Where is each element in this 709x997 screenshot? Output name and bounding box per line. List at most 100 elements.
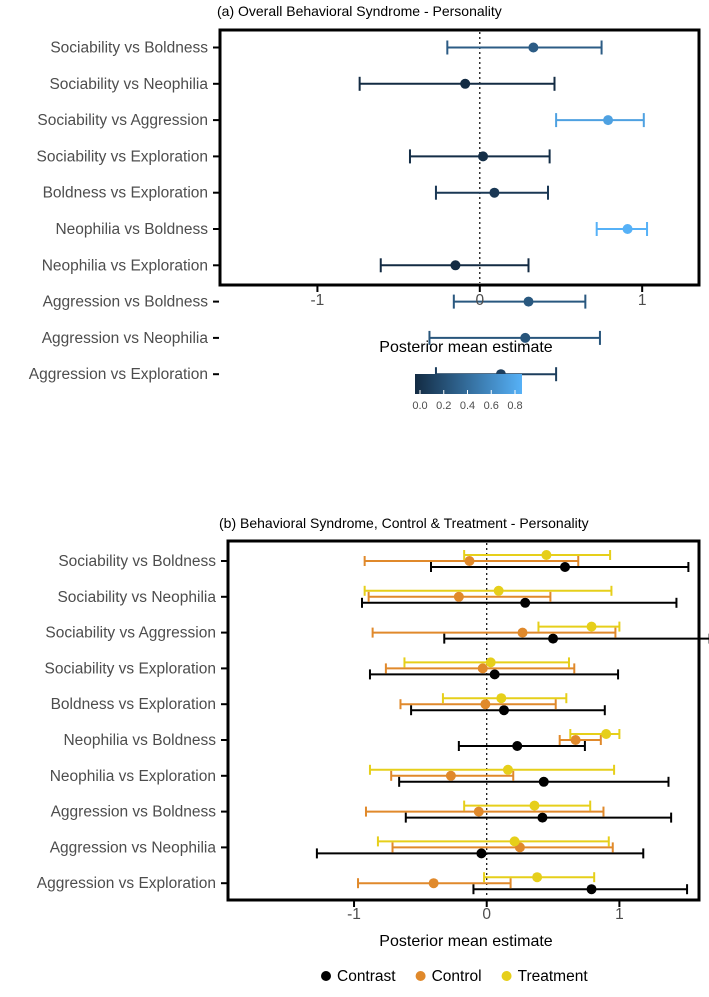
panel-b-point (541, 550, 552, 560)
panel-b-treatment-sociability-vs-neophilia (363, 585, 613, 596)
panel-a-point (478, 151, 489, 162)
panel-b-contrast-neophilia-vs-boldness (457, 741, 586, 751)
panel-b-point (509, 836, 520, 847)
panel-b-treatment-sociability-vs-aggression (537, 621, 621, 632)
panel-a-point (450, 260, 461, 271)
panel-b-y-tick-label-sociability-vs-exploration: Sociability vs Exploration (45, 660, 216, 677)
panel-b-treatment-boldness-vs-exploration (441, 693, 568, 704)
panel-a-point (520, 332, 531, 343)
panel-b-control-sociability-vs-neophilia (367, 591, 552, 602)
panel-b-point (493, 585, 504, 596)
panel-b-treatment-sociability-vs-exploration (403, 657, 570, 668)
panel-b-y-tick-label-sociability-vs-neophilia: Sociability vs Neophilia (57, 589, 216, 606)
colorbar-tick-label: 0.0 (412, 400, 427, 412)
panel-b-contrast-aggression-vs-exploration (472, 884, 689, 895)
panel-a-estimate-boldness-vs-exploration (434, 185, 549, 200)
colorbar-gradient (415, 374, 522, 394)
panel-b-point (480, 699, 491, 710)
panel-b-control-boldness-vs-exploration (399, 699, 557, 710)
panel-a-y-tick-label-aggression-vs-boldness: Aggression vs Boldness (43, 294, 209, 311)
panel-a-y-tick-label-sociability-vs-neophilia: Sociability vs Neophilia (49, 76, 208, 93)
panel-b-point (428, 878, 439, 889)
panel-a-y-tick-label-aggression-vs-exploration: Aggression vs Exploration (29, 366, 208, 383)
panel-b: (b) Behavioral Syndrome, Control & Treat… (37, 515, 709, 950)
panel-b-point (538, 776, 549, 787)
panel-b-control-aggression-vs-exploration (357, 878, 512, 889)
panel-b-y-tick-label-aggression-vs-neophilia: Aggression vs Neophilia (50, 839, 217, 856)
panel-a-x-tick-label: -1 (311, 292, 325, 309)
panel-a-point (489, 187, 500, 198)
panel-b-treatment-neophilia-vs-boldness (569, 729, 621, 739)
panel-b-point (517, 627, 528, 638)
panel-b-contrast-aggression-vs-neophilia (315, 848, 645, 859)
legend-label: Contrast (337, 968, 396, 985)
panel-b-control-sociability-vs-aggression (371, 627, 617, 638)
panel-a-y-tick-label-aggression-vs-neophilia: Aggression vs Neophilia (42, 330, 209, 347)
panel-b-point (485, 657, 496, 668)
panel-a-y-tick-label-sociability-vs-aggression: Sociability vs Aggression (37, 112, 208, 129)
legend-swatch (415, 971, 426, 981)
panel-b-treatment-sociability-vs-boldness (463, 550, 612, 560)
colorbar-tick-label: 0.8 (507, 400, 522, 412)
panel-a-estimate-aggression-vs-neophilia (428, 330, 601, 345)
panel-a-x-tick-label: 1 (638, 292, 647, 309)
panel-b-control-neophilia-vs-exploration (390, 770, 515, 781)
colorbar-tick-label: 0.4 (460, 400, 475, 412)
panel-a-point (622, 224, 633, 234)
colorbar-tick-label: 0.6 (484, 400, 499, 412)
colorbar: 0.0 0.2 0.4 0.6 0.8 (412, 374, 523, 412)
panel-a-x-tick-label: 0 (475, 292, 484, 309)
panel-b-point (532, 872, 543, 883)
panel-b-title: (b) Behavioral Syndrome, Control & Treat… (219, 515, 589, 531)
panel-b-series-control (357, 556, 617, 889)
panel-b-contrast-sociability-vs-neophilia (361, 597, 678, 608)
panel-b-point (512, 741, 523, 751)
panel-b-treatment-aggression-vs-boldness (463, 800, 592, 811)
panel-b-contrast-sociability-vs-exploration (368, 669, 620, 680)
panel-b-point (529, 800, 540, 811)
panel-a-title: (a) Overall Behavioral Syndrome - Person… (217, 3, 502, 19)
panel-b-point (520, 597, 531, 608)
panel-b-y-tick-label-aggression-vs-exploration: Aggression vs Exploration (37, 875, 216, 892)
panel-a-y-tick-label-boldness-vs-exploration: Boldness vs Exploration (43, 185, 208, 202)
panel-a-estimate-aggression-vs-boldness (452, 294, 587, 309)
panel-a-estimate-sociability-vs-boldness (446, 40, 603, 55)
panel-b-point (476, 848, 487, 859)
panel-a-estimate-sociability-vs-exploration (408, 149, 551, 164)
panel-a-point (460, 78, 471, 89)
legend-item-contrast: Contrast (321, 968, 396, 985)
panel-a-point (523, 296, 534, 307)
legend-swatch (501, 971, 512, 981)
panel-b-y-tick-label-sociability-vs-boldness: Sociability vs Boldness (58, 553, 216, 570)
panel-b-point (496, 693, 507, 704)
panel-b-x-axis-title: Posterior mean estimate (379, 933, 553, 950)
panel-b-point (453, 591, 464, 602)
legend-item-control: Control (415, 968, 482, 985)
panel-b-contrast-sociability-vs-boldness (429, 562, 690, 572)
panel-a-estimate-neophilia-vs-boldness (595, 222, 649, 236)
panel-b-point (586, 621, 597, 632)
panel-b-plot-area (226, 539, 701, 902)
legend: Contrast Control Treatment (321, 968, 588, 985)
panel-a-estimate-sociability-vs-neophilia (358, 76, 556, 91)
panel-b-point (464, 556, 475, 566)
panel-b-x-tick-label: 1 (615, 906, 624, 923)
panel-b-control-sociability-vs-exploration (384, 663, 576, 674)
panel-b-point (570, 735, 581, 745)
panel-b-point (477, 663, 488, 674)
panel-a-y-tick-label-sociability-vs-boldness: Sociability vs Boldness (50, 40, 208, 57)
panel-b-point (601, 729, 612, 739)
panel-b-y-tick-label-boldness-vs-exploration: Boldness vs Exploration (51, 696, 216, 713)
panel-b-contrast-boldness-vs-exploration (410, 705, 606, 716)
panel-b-x-tick-label: 0 (482, 906, 491, 923)
panel-b-series-contrast (315, 562, 709, 895)
panel-b-point (473, 806, 484, 817)
panel-a-point (603, 115, 614, 126)
panel-b-point (559, 562, 570, 572)
panel-b-contrast-sociability-vs-aggression (443, 633, 709, 644)
panel-b-treatment-aggression-vs-exploration (483, 872, 596, 883)
panel-a-estimate-neophilia-vs-exploration (379, 258, 530, 273)
panel-a-plot-area (218, 28, 701, 287)
